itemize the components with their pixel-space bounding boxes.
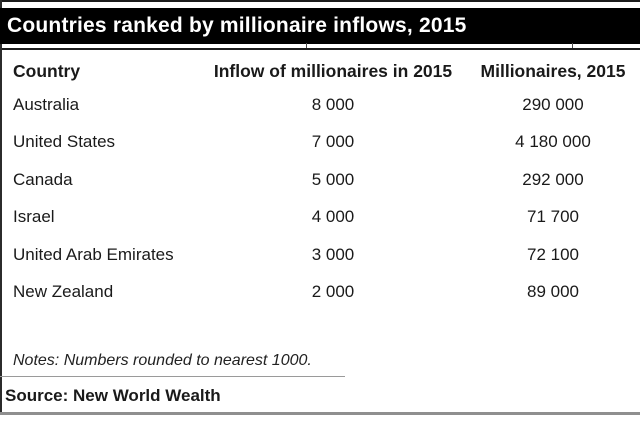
outer-left-border [0, 0, 2, 415]
column-header-inflow: Inflow of millionaires in 2015 [213, 60, 453, 81]
millionaires-cell: 290 000 [522, 94, 584, 114]
table-row: Israel 4 000 71 700 [0, 199, 640, 237]
millionaires-cell: 4 180 000 [515, 132, 591, 152]
source-divider-rule [0, 376, 345, 377]
figure-title-bar: Countries ranked by millionaire inflows,… [0, 8, 640, 44]
figure-title: Countries ranked by millionaire inflows,… [7, 14, 467, 37]
table-row: New Zealand 2 000 89 000 [0, 274, 640, 312]
table-row: United States 7 000 4 180 000 [0, 124, 640, 162]
country-cell: Israel [13, 207, 55, 227]
millionaires-cell: 89 000 [527, 282, 579, 302]
table-row: Canada 5 000 292 000 [0, 161, 640, 199]
inflow-cell: 8 000 [311, 94, 355, 114]
inflow-cell: 3 000 [311, 244, 355, 264]
country-cell: United States [13, 132, 116, 152]
source-text: Source: New World Wealth [5, 386, 221, 405]
country-cell: United Arab Emirates [13, 244, 174, 264]
header-top-rule [2, 48, 640, 50]
millionaires-cell: 292 000 [522, 169, 584, 189]
table-body: Australia 8 000 290 000 United States 7 … [0, 86, 640, 311]
inflow-cell: 7 000 [311, 132, 355, 152]
country-cell: New Zealand [13, 282, 114, 302]
column-boundary-tick [572, 43, 573, 48]
table-row: Australia 8 000 290 000 [0, 86, 640, 124]
table-row: United Arab Emirates 3 000 72 100 [0, 236, 640, 274]
millionaires-cell: 71 700 [527, 207, 579, 227]
inflow-cell: 4 000 [311, 207, 355, 227]
country-cell: Canada [13, 169, 73, 189]
country-cell: Australia [13, 94, 80, 114]
column-header-millionaires: Millionaires, 2015 [480, 60, 626, 81]
table-header-row: Country Inflow of millionaires in 2015 M… [0, 54, 640, 88]
inflow-cell: 2 000 [311, 282, 355, 302]
column-boundary-tick [306, 43, 307, 48]
millionaires-cell: 72 100 [527, 244, 579, 264]
outer-bottom-border [0, 412, 640, 415]
notes-text: Notes: Numbers rounded to nearest 1000. [13, 352, 312, 369]
column-header-country: Country [13, 60, 81, 81]
outer-top-border [0, 0, 640, 2]
inflow-cell: 5 000 [311, 169, 355, 189]
